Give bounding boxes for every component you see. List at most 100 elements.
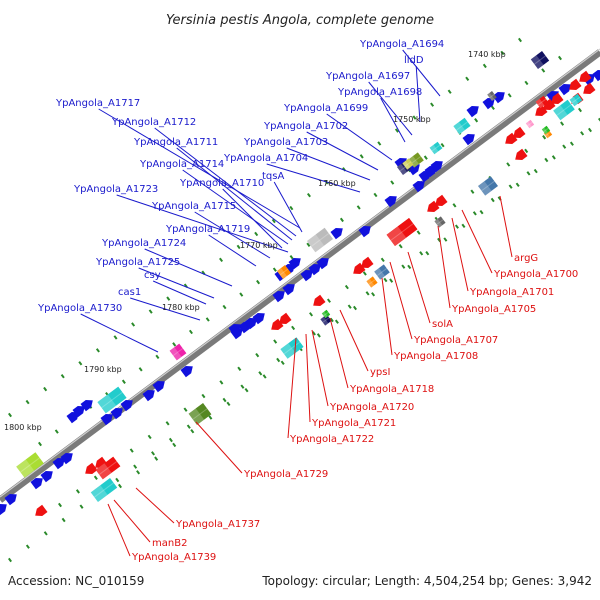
tick-dot <box>239 292 244 297</box>
gene-arrow <box>535 104 548 116</box>
tick-dot <box>79 504 84 509</box>
gene-label-lower: YpAngola_A1720 <box>329 402 414 413</box>
tick-dot <box>560 121 565 126</box>
gene-arrow <box>80 400 93 412</box>
gene-arrow <box>482 98 495 110</box>
gene-arrow <box>569 78 582 90</box>
gene-arrow <box>551 92 564 104</box>
gene-label-upper: YpAngola_A1697 <box>325 71 410 82</box>
leader-line <box>138 267 215 299</box>
tick-dot <box>416 230 421 235</box>
tick-dot <box>423 155 428 160</box>
gene-label-upper: YpAngola_A1702 <box>263 121 348 132</box>
genome-stats-text: Topology: circular; Length: 4,504,254 bp… <box>261 574 592 588</box>
tick-dot <box>508 184 513 189</box>
gene-arrow <box>579 70 592 82</box>
gene-arrow <box>430 161 443 173</box>
gene-arrow <box>120 400 133 412</box>
tick-dot <box>373 192 378 198</box>
gene-arrow <box>272 291 285 303</box>
gene-arrow <box>52 458 65 470</box>
leader-line <box>305 333 311 423</box>
gene-block <box>188 403 212 425</box>
tick-dot <box>60 374 65 379</box>
kbp-tick-label: 1790 kbp <box>84 365 122 374</box>
tick-dot <box>166 296 171 301</box>
tick-dot <box>401 264 406 269</box>
leader-line <box>407 251 431 324</box>
leader-line <box>152 280 207 305</box>
gene-block <box>320 314 332 326</box>
leader-line <box>130 297 201 321</box>
tick-dot <box>356 205 361 210</box>
gene-block <box>306 227 334 253</box>
gene-arrow <box>316 258 329 270</box>
tick-dot <box>133 464 138 469</box>
leader-line <box>415 65 421 123</box>
tick-dot <box>353 305 357 311</box>
tick-dot <box>347 304 352 309</box>
tick-dot <box>326 298 331 303</box>
gene-arrow <box>40 471 53 483</box>
gene-arrow <box>384 196 397 208</box>
tick-dot <box>440 142 445 148</box>
tick-dot <box>271 218 276 224</box>
gene-block <box>386 218 418 246</box>
gene-arrow <box>228 324 241 336</box>
tick-dot <box>461 223 466 229</box>
tick-dot <box>407 264 412 270</box>
tick-dot <box>43 386 48 392</box>
gene-arrow <box>462 134 475 146</box>
gene-block <box>541 125 551 135</box>
leader-line <box>208 234 257 267</box>
tick-dot <box>147 434 152 440</box>
tick-dot <box>334 319 339 324</box>
tick-dot <box>43 531 48 536</box>
tick-dot <box>54 429 59 434</box>
leader-line <box>381 277 393 356</box>
tick-dot <box>365 291 370 296</box>
tick-dot <box>588 127 592 133</box>
gene-label-lower: YpAngola_A1708 <box>393 351 478 362</box>
gene-label-upper: YpAngola_A1723 <box>73 184 158 195</box>
tick-dot <box>470 189 475 194</box>
tick-dot <box>151 451 156 456</box>
gene-arrow <box>592 70 600 82</box>
tick-dot <box>138 367 143 372</box>
tick-dot <box>236 244 241 250</box>
gene-arrow <box>180 366 193 378</box>
gene-label-upper: YpAngola_A1699 <box>283 103 368 114</box>
tick-dot <box>172 342 177 347</box>
tick-dot <box>329 317 334 323</box>
gene-label-lower: YpAngola_A1700 <box>493 269 578 280</box>
gene-block <box>280 337 304 359</box>
leader-line <box>437 225 451 309</box>
tick-dot <box>58 502 62 508</box>
tick-dot <box>61 517 66 523</box>
gene-labels: YpAngola_A1694 lldD YpAngola_A1697 YpAngola… <box>37 39 578 563</box>
gene-arrow <box>583 82 596 94</box>
tick-dot <box>362 271 367 276</box>
leader-line <box>266 163 361 193</box>
tick-dot <box>155 354 160 360</box>
tick-dot <box>524 148 529 154</box>
gene-arrow <box>543 98 556 110</box>
gene-label-upper: tqsA <box>262 171 284 182</box>
gene-label-upper: YpAngola_A1725 <box>95 257 180 268</box>
tick-dot <box>394 128 399 133</box>
gene-arrow <box>308 264 321 276</box>
tick-dot <box>551 155 556 160</box>
gene-block <box>321 309 331 319</box>
tick-dot <box>542 135 547 140</box>
tick-dot <box>533 168 538 174</box>
leader-line <box>194 211 271 259</box>
tick-dot <box>38 441 42 447</box>
tick-dot <box>344 284 349 290</box>
gene-label-lower: YpAngola_A1722 <box>289 434 374 445</box>
accession-text: Accession: NC_010159 <box>8 574 144 588</box>
tick-dot <box>472 211 477 216</box>
gene-block <box>478 176 498 196</box>
gene-label-upper: YpAngola_A1724 <box>101 238 186 249</box>
tick-dot <box>465 76 470 81</box>
gene-arrow <box>427 200 440 212</box>
